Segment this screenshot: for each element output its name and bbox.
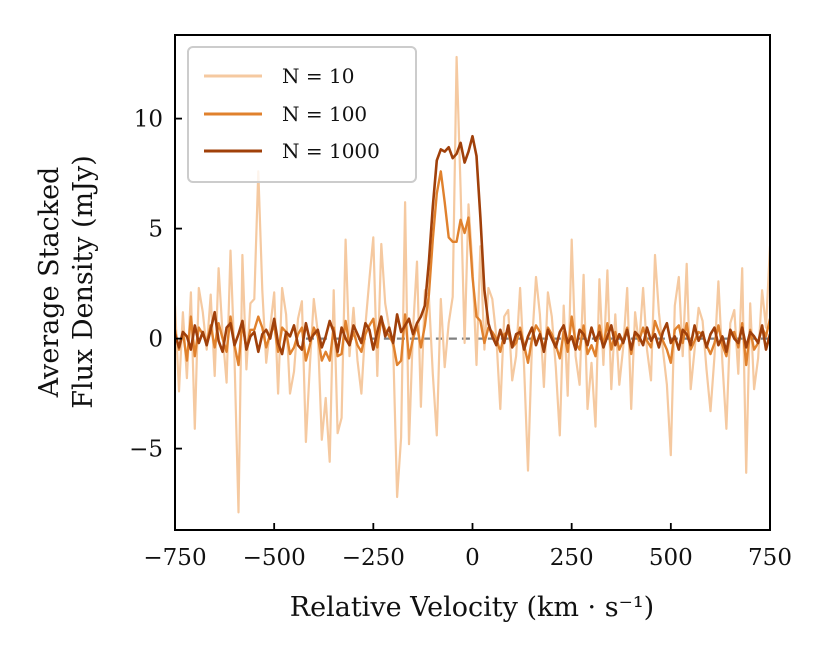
x-tick-label: 0 (465, 545, 480, 571)
y-tick-label: 5 (148, 217, 163, 243)
x-tick-label: −500 (243, 545, 306, 571)
legend-label-n10: N = 10 (282, 64, 354, 88)
y-axis-label-line1: Average Stacked (34, 167, 65, 399)
legend: N = 10 N = 100 N = 1000 (187, 46, 417, 183)
y-tick-label: 10 (134, 107, 163, 133)
y-tick-label: 0 (148, 327, 163, 353)
y-axis-ticks: −5 0 5 10 (129, 107, 182, 463)
legend-label-n1000: N = 1000 (282, 139, 380, 163)
x-tick-label: −250 (342, 545, 405, 571)
x-tick-label: 250 (550, 545, 594, 571)
x-tick-label: 750 (748, 545, 792, 571)
legend-label-n100: N = 100 (282, 102, 367, 126)
y-axis-label-line2: Flux Density (mJy) (68, 155, 99, 409)
x-tick-label: −750 (143, 545, 206, 571)
x-axis-label: Relative Velocity (km · s⁻¹) (290, 592, 654, 623)
x-tick-label: 500 (649, 545, 693, 571)
legend-box (187, 46, 417, 183)
x-axis-ticks: −750 −500 −250 0 250 500 750 (143, 523, 792, 571)
y-tick-label: −5 (129, 437, 163, 463)
series-line-n1000 (175, 134, 770, 356)
plot-series-group (175, 55, 770, 514)
